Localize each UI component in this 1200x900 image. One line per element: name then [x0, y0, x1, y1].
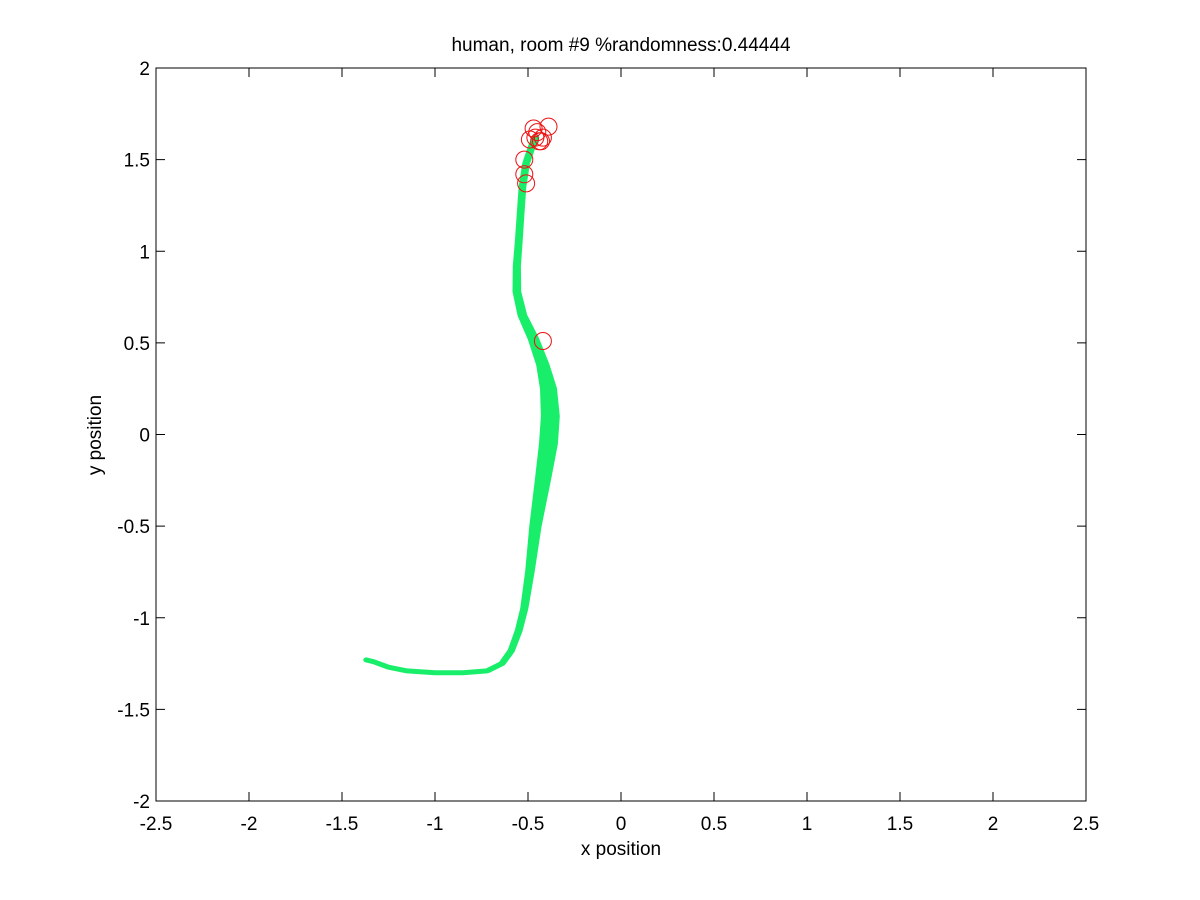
- y-tick-labels: -2 -1.5 -1 -0.5 0 0.5 1 1.5 2: [117, 59, 150, 813]
- x-tick-label: -2.5: [140, 814, 173, 835]
- trajectory-marker: [528, 123, 547, 142]
- y-tick-label: 1.5: [124, 151, 150, 172]
- y-tick-label: -1.5: [117, 700, 150, 721]
- x-tick-label: -1.5: [326, 814, 359, 835]
- y-tick-label: 0: [139, 426, 150, 447]
- x-tick-labels: -2.5 -2 -1.5 -1 -0.5 0 0.5 1 1.5 2 2.5: [140, 814, 1100, 835]
- chart-title: human, room #9 %randomness:0.44444: [451, 35, 790, 56]
- marker-layer: [515, 117, 558, 350]
- trajectory-marker: [533, 332, 552, 350]
- x-tick-label: 2: [988, 814, 999, 835]
- x-tick-label: -0.5: [512, 814, 545, 835]
- x-tick-label: -2: [241, 814, 258, 835]
- x-tick-label: 1: [802, 814, 813, 835]
- x-axis-label: x position: [581, 839, 661, 860]
- x-tick-label: -1: [427, 814, 444, 835]
- y-tick-label: 2: [139, 59, 150, 80]
- x-tick-label: 0: [616, 814, 627, 835]
- x-tick-label: 2.5: [1073, 814, 1099, 835]
- trajectory-marker: [539, 117, 558, 136]
- plot-area: [156, 68, 1086, 801]
- trajectory-marker: [517, 174, 536, 193]
- y-axis-label: y position: [85, 395, 106, 475]
- trajectory-marker: [532, 132, 550, 151]
- trajectory-marker: [515, 150, 534, 169]
- tick-layer: [155, 67, 1087, 802]
- y-tick-label: 0.5: [124, 334, 150, 355]
- trajectory-marker: [515, 165, 534, 184]
- trajectory-line-0: [363, 135, 553, 676]
- trajectory-marker: [533, 128, 552, 147]
- y-tick-label: -1: [133, 609, 150, 630]
- y-tick-label: 1: [139, 242, 150, 263]
- x-tick-label: 1.5: [887, 814, 913, 835]
- y-tick-label: -2: [133, 792, 150, 813]
- x-tick-label: 0.5: [701, 814, 727, 835]
- y-tick-label: -0.5: [117, 517, 150, 538]
- trajectory-layer: [363, 135, 560, 676]
